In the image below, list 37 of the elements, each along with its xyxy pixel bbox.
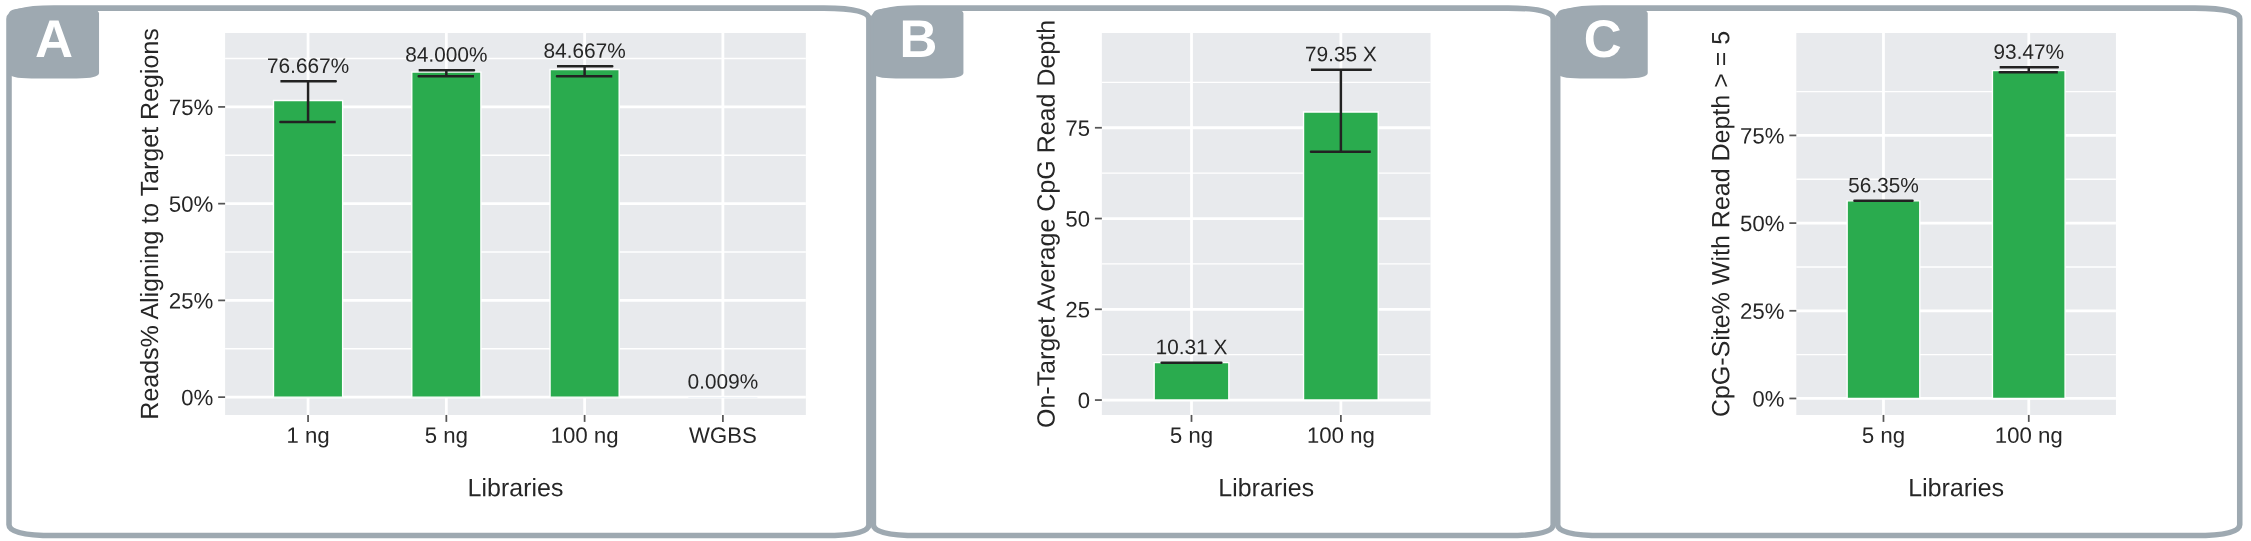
text: A <box>36 20 72 57</box>
y-tick-label: 75% <box>1741 128 1784 144</box>
y-tick-label: 0% <box>1753 391 1784 407</box>
y-axis-title: On-Target Average CpG Read Depth <box>1036 21 1060 427</box>
x-tick-label: 1 ng <box>288 427 329 448</box>
y-axis-title: CpG-Site% With Read Depth > = 5 <box>1711 31 1735 416</box>
y-tick-label: 50% <box>1740 215 1784 232</box>
y-tick-label: 0 <box>1078 392 1090 409</box>
data-label: 0.009% <box>688 374 758 389</box>
data-label: 10.31 X <box>1157 339 1227 355</box>
y-tick-label: 0% <box>182 389 213 406</box>
y-tick-label: 25 <box>1066 301 1090 318</box>
x-axis-title: Libraries <box>469 478 563 497</box>
x-tick-label: 5 ng <box>1862 427 1904 448</box>
data-label: 79.35 X <box>1306 46 1377 62</box>
x-axis-title: Libraries <box>1220 478 1314 497</box>
data-label: 93.47% <box>1994 44 2064 60</box>
data-label: 84.000% <box>406 47 487 62</box>
y-axis-title: Reads% Aligning to Target Regions <box>139 29 164 418</box>
data-label: 56.35% <box>1848 177 1919 193</box>
text: C <box>1585 20 1621 58</box>
text: B <box>902 20 936 57</box>
y-tick-label: 50% <box>169 196 213 212</box>
x-axis-title: Libraries <box>1910 478 2004 497</box>
x-tick-label: 100 ng <box>552 427 618 448</box>
x-tick-label: WGBS <box>689 427 756 444</box>
data-label: 76.667% <box>268 58 349 74</box>
x-tick-label: 5 ng <box>1170 427 1212 448</box>
x-tick-label: 5 ng <box>425 427 467 448</box>
y-tick-label: 75 <box>1066 120 1090 137</box>
y-tick-label: 25% <box>1741 303 1784 320</box>
y-tick-label: 75% <box>169 99 213 116</box>
x-tick-label: 100 ng <box>1308 427 1374 448</box>
data-label: 84.667% <box>544 43 625 58</box>
x-tick-label: 100 ng <box>1996 427 2062 448</box>
y-tick-label: 50 <box>1066 211 1090 227</box>
y-tick-label: 25% <box>169 292 213 309</box>
